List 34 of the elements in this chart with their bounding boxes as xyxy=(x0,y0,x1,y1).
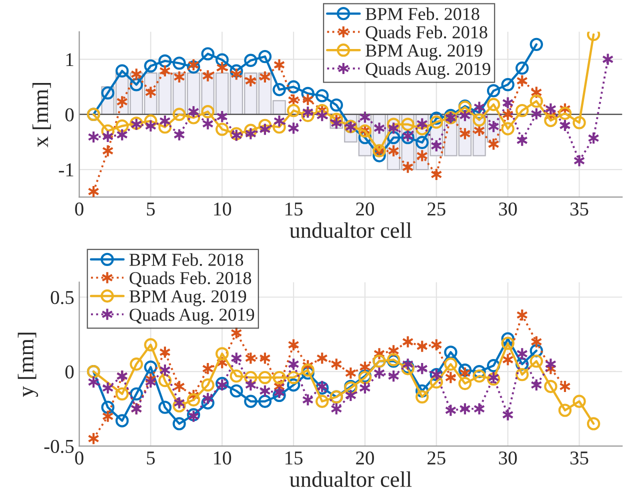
legend-label: Quads Aug. 2019 xyxy=(366,62,490,79)
x-tick-label: 5 xyxy=(146,202,155,216)
x-tick-label: 10 xyxy=(214,202,232,216)
y-tick-label: -1 xyxy=(58,163,74,176)
legend-label: BPM Aug. 2019 xyxy=(366,44,482,60)
x-tick-label: 20 xyxy=(356,451,374,465)
x-tick-label: 35 xyxy=(570,452,588,465)
legend-label: BPM Feb. 2018 xyxy=(366,7,480,20)
x-tick-label: 0 xyxy=(75,451,84,465)
x-axis-title: undualtor cell xyxy=(290,471,412,487)
y-tick-label: 1 xyxy=(66,53,74,66)
x-tick-label: 25 xyxy=(428,202,446,216)
x-tick-label: 5 xyxy=(146,452,155,465)
y-tick-label: -0.5 xyxy=(44,440,74,454)
x-tick-label: 15 xyxy=(286,202,303,216)
legend-label: BPM Aug. 2019 xyxy=(129,290,246,306)
x-tick-label: 20 xyxy=(356,202,374,216)
legend-label: Quads Feb. 2018 xyxy=(130,271,252,287)
y-axis-title: x [mm] xyxy=(32,83,51,148)
legend-label: BPM Feb. 2018 xyxy=(129,253,244,266)
x-tick-label: 35 xyxy=(570,202,588,216)
y-tick-label: 0.5 xyxy=(50,290,74,304)
x-axis-title: undualtor cell xyxy=(290,222,412,238)
x-tick-label: 10 xyxy=(214,451,232,465)
x-tick-label: 30 xyxy=(499,202,517,216)
y-axis-title: y [mm] xyxy=(18,332,38,397)
x-tick-label: 25 xyxy=(428,452,446,465)
x-tick-label: 30 xyxy=(499,451,517,465)
y-tick-label: 0 xyxy=(65,108,74,122)
x-tick-label: 15 xyxy=(286,452,303,465)
x-tick-label: 0 xyxy=(75,202,84,216)
legend-label: Quads Feb. 2018 xyxy=(366,26,488,42)
legend-label: Quads Aug. 2019 xyxy=(130,308,254,325)
y-tick-label: 0 xyxy=(65,365,74,379)
